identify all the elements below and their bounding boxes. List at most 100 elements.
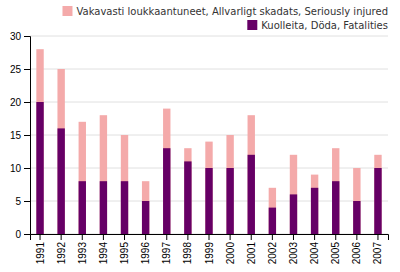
legend-label: Vakavasti loukkaantuneet, Allvarligt ska… <box>76 6 388 17</box>
x-tick: 2001 <box>246 234 257 264</box>
tick-mark <box>61 234 62 240</box>
tick-mark <box>24 135 30 136</box>
y-tick: 30 <box>10 31 30 42</box>
x-tick: 2004 <box>309 234 320 264</box>
tick-label: 2003 <box>288 242 299 265</box>
bar <box>332 148 339 234</box>
tick-mark <box>377 234 378 240</box>
tick-label: 2001 <box>246 242 257 265</box>
tick-label: 15 <box>10 130 22 141</box>
tick-label: 1997 <box>161 242 172 265</box>
bar <box>311 188 318 234</box>
bar <box>163 148 170 234</box>
tick-label: 2000 <box>225 242 236 265</box>
tick-label: 1993 <box>77 242 88 265</box>
legend-label: Kuolleita, Döda, Fatalities <box>261 20 388 31</box>
y-tick: 10 <box>10 163 30 174</box>
bar <box>374 155 381 234</box>
tick-mark <box>314 234 315 240</box>
chart: 0 5 10 15 20 25 30 1991 1992 1993 1994 1995 1996 1997… <box>0 0 400 272</box>
bar <box>269 188 276 234</box>
bar <box>311 175 318 234</box>
bar <box>332 181 339 234</box>
bar <box>184 148 191 234</box>
grid-line <box>30 36 388 37</box>
x-tick: 1992 <box>56 234 67 264</box>
bar <box>226 168 233 234</box>
bar <box>36 49 43 234</box>
bar-series <box>36 49 381 234</box>
tick-label: 1994 <box>98 242 109 265</box>
bar <box>79 181 86 234</box>
tick-mark <box>124 234 125 240</box>
bar <box>290 155 297 234</box>
tick-label: 2005 <box>330 242 341 265</box>
tick-label: 1991 <box>35 242 46 265</box>
legend-swatch <box>247 20 257 30</box>
bar <box>205 168 212 234</box>
tick-mark <box>24 69 30 70</box>
bar <box>184 161 191 234</box>
bar <box>142 201 149 234</box>
plot: 0 5 10 15 20 25 30 1991 1992 1993 1994 1995 1996 1997… <box>10 31 389 265</box>
tick-mark <box>335 234 336 240</box>
bar <box>226 135 233 234</box>
bar <box>121 181 128 234</box>
x-tick: 2007 <box>372 234 383 264</box>
y-tick: 15 <box>10 130 30 141</box>
y-axis: 0 5 10 15 20 25 30 <box>10 31 31 240</box>
x-tick: 1993 <box>77 234 88 264</box>
legend: Vakavasti loukkaantuneet, Allvarligt ska… <box>62 6 388 31</box>
tick-mark <box>24 201 30 202</box>
bar <box>290 194 297 234</box>
bar <box>57 69 64 234</box>
tick-label: 20 <box>10 97 22 108</box>
x-tick: 2003 <box>288 234 299 264</box>
bar-series <box>36 102 381 234</box>
tick-mark <box>209 234 210 240</box>
grid <box>30 36 388 234</box>
x-tick: 1996 <box>140 234 151 264</box>
legend-item: Vakavasti loukkaantuneet, Allvarligt ska… <box>62 6 388 17</box>
tick-mark <box>40 234 41 240</box>
bar <box>100 115 107 234</box>
tick-label: 1999 <box>204 242 215 265</box>
tick-label: 25 <box>10 64 22 75</box>
y-tick: 25 <box>10 64 30 75</box>
grid-line <box>30 102 388 103</box>
axis-line <box>31 235 389 241</box>
tick-mark <box>103 234 104 240</box>
x-tick: 2006 <box>351 234 362 264</box>
tick-mark <box>24 102 30 103</box>
bar <box>79 122 86 234</box>
tick-label: 1992 <box>56 242 67 265</box>
tick-mark <box>166 234 167 240</box>
axis-line <box>24 37 31 235</box>
tick-mark <box>82 234 83 240</box>
y-tick: 20 <box>10 97 30 108</box>
tick-mark <box>187 234 188 240</box>
tick-label: 1995 <box>119 242 130 265</box>
tick-mark <box>230 234 231 240</box>
bar <box>121 135 128 234</box>
bar <box>353 168 360 234</box>
tick-label: 5 <box>15 196 21 207</box>
bar <box>57 128 64 234</box>
bar <box>374 168 381 234</box>
bar <box>142 181 149 234</box>
x-tick: 1991 <box>35 234 46 264</box>
x-axis: 1991199219931994199519961997199819992000… <box>31 234 389 264</box>
tick-label: 1996 <box>140 242 151 265</box>
tick-label: 2006 <box>351 242 362 265</box>
tick-label: 2004 <box>309 242 320 265</box>
bar <box>248 115 255 234</box>
bar <box>100 181 107 234</box>
tick-mark <box>251 234 252 240</box>
x-tick: 2000 <box>225 234 236 264</box>
bar <box>163 109 170 234</box>
x-tick: 2005 <box>330 234 341 264</box>
tick-mark <box>293 234 294 240</box>
y-tick: 0 <box>15 229 30 240</box>
bar <box>353 201 360 234</box>
bar <box>248 155 255 234</box>
